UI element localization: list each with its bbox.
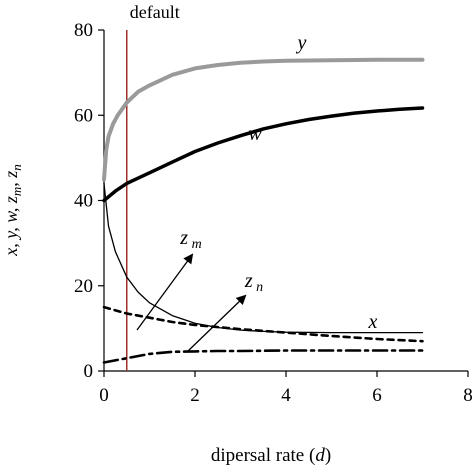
series-line-zn [102,349,424,364]
series-label-zn: z n [244,270,263,295]
default-label: default [130,2,180,22]
x-tick-label: 4 [281,385,291,406]
zn-arrow [186,294,247,353]
series-line-w [102,106,425,203]
x-tick-label: 2 [190,385,200,406]
y-tick-label: 80 [74,20,93,41]
series-layer [102,57,425,364]
series-label-w: w [248,123,262,145]
y-tick-label: 60 [74,105,93,126]
annotation-layer: y w x z m z n [136,32,378,353]
series-label-zm: z m [179,227,201,252]
series-line-zm [102,305,424,343]
series-line-x [103,182,424,334]
y-tick-label: 40 [74,191,93,212]
axes-layer: 0 20 40 60 80 0 2 4 6 8 [74,20,473,406]
y-tick-label: 0 [84,361,94,382]
x-axis-title: dipersal rate (d) [211,445,331,466]
x-tick-label: 8 [463,385,473,406]
series-label-y: y [296,32,307,54]
x-tick-label: 0 [99,385,109,406]
x-tick-label: 6 [372,385,382,406]
y-tick-label: 20 [74,276,93,297]
series-line-y [102,57,425,182]
zm-arrow [136,253,194,331]
y-axis-title: x, y, w, zm, zn [1,164,24,257]
series-label-x: x [368,311,378,333]
